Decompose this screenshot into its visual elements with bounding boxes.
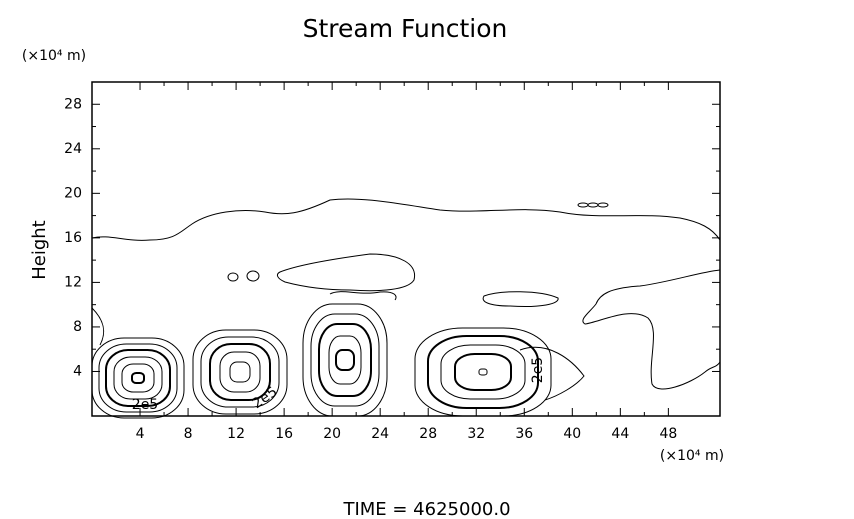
x-unit: (×10⁴ m) — [660, 448, 724, 464]
y-tick-label: 20 — [64, 185, 82, 201]
contour-line — [310, 313, 380, 407]
contour-line — [192, 329, 288, 415]
footer: TIME = 4625000.0 — [342, 499, 510, 519]
y-tick-label: 24 — [64, 141, 82, 157]
contour-line — [318, 323, 372, 397]
x-tick-label: 44 — [611, 426, 629, 442]
contour-line — [335, 349, 355, 371]
contour-line — [200, 336, 280, 408]
x-tick-label: 16 — [275, 426, 293, 442]
y-tick-label: 12 — [64, 274, 82, 290]
x-tick-label: 32 — [467, 426, 485, 442]
contour-line — [328, 335, 362, 385]
x-tick-label: 4 — [136, 426, 145, 442]
contour-line — [131, 372, 145, 384]
y-tick-label: 28 — [64, 96, 82, 112]
x-tick-label: 40 — [563, 426, 581, 442]
contour-line — [302, 303, 388, 417]
contour-line — [105, 349, 171, 407]
y-unit: (×10⁴ m) — [22, 48, 86, 64]
chart-title: Stream Function — [303, 14, 508, 43]
x-tick-label: 48 — [659, 426, 677, 442]
contour-line — [229, 361, 251, 383]
x-tick-label: 28 — [419, 426, 437, 442]
y-tick-label: 8 — [73, 319, 82, 335]
contour-line — [121, 363, 155, 393]
x-tick-label: 36 — [515, 426, 533, 442]
x-tick-label: 8 — [184, 426, 193, 442]
contour-line — [98, 343, 178, 413]
contour-line — [454, 353, 512, 391]
y-tick-label: 4 — [73, 363, 82, 379]
contour-line — [478, 368, 488, 376]
contours: 2e5 2e5 2e5 — [91, 198, 721, 419]
contour-line — [113, 356, 163, 400]
contour-line — [219, 351, 261, 393]
contour-label: 2e5 — [250, 384, 281, 412]
contour-line — [427, 335, 539, 409]
y-tick-label: 16 — [64, 230, 82, 246]
y-axis-label: Height — [29, 220, 50, 280]
x-tick-label: 24 — [371, 426, 389, 442]
contour-line — [440, 344, 526, 400]
x-tick-label: 12 — [227, 426, 245, 442]
plot-frame — [91, 81, 721, 417]
contour-line — [209, 343, 271, 401]
x-tick-label: 20 — [323, 426, 341, 442]
